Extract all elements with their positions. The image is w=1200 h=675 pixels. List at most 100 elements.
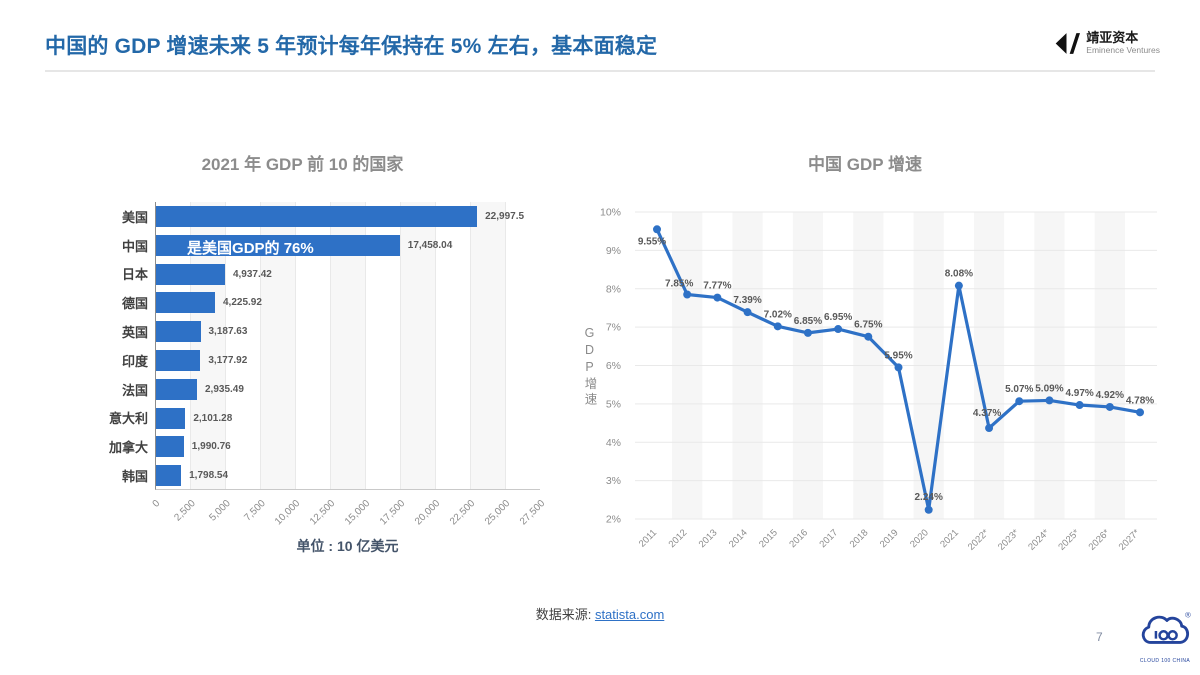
bar-category-label: 英国: [121, 325, 148, 341]
bar-category-label: 日本: [121, 267, 148, 283]
y-tick-label: 2%: [606, 514, 621, 526]
x-tick-label: 17,500: [378, 498, 408, 528]
gdp-bar: [156, 206, 478, 227]
header-divider: [45, 70, 1155, 72]
x-tick-label: 2015: [757, 527, 780, 550]
bar-value-label: 3,177.92: [208, 355, 248, 366]
bar-category-label: 意大利: [108, 411, 148, 427]
bar-value-label: 17,458.04: [407, 239, 453, 251]
x-tick-label: 2027*: [1117, 527, 1143, 553]
y-tick-label: 5%: [606, 398, 621, 410]
x-tick-label: 2019: [878, 527, 901, 550]
x-tick-label: 2013: [697, 527, 720, 550]
data-point: [1136, 408, 1144, 417]
company-name-en: Eminence Ventures: [1086, 45, 1160, 56]
data-point: [1105, 402, 1114, 411]
data-point-label: 5.09%: [1035, 383, 1063, 394]
bar-value-label: 4,937.42: [232, 268, 272, 280]
data-point-label: 4.37%: [973, 408, 1001, 419]
bar-category-label: 美国: [121, 209, 148, 225]
data-point-label: 7.39%: [733, 295, 761, 306]
data-point-label: 7.77%: [703, 281, 731, 292]
data-point-label: 4.97%: [1065, 388, 1093, 399]
bar-category-label: 中国: [121, 238, 148, 254]
data-source: 数据来源: statista.com: [0, 604, 1200, 623]
data-point-label: 7.85%: [665, 279, 693, 290]
bar-value-label: 2,101.28: [193, 412, 233, 424]
data-point: [1045, 396, 1054, 405]
data-point: [653, 225, 661, 234]
bar-value-label: 4,225.92: [223, 297, 262, 309]
data-point-label: 6.75%: [854, 320, 882, 331]
bar-chart-title: 2021 年 GDP 前 10 的国家: [201, 155, 404, 174]
data-point: [803, 328, 812, 337]
x-tick-label: 2016: [787, 527, 810, 550]
source-label: 数据来源:: [535, 607, 592, 622]
bar-annotation: 是美国GDP的 76%: [187, 239, 314, 257]
data-point: [864, 332, 873, 341]
data-point: [954, 281, 963, 290]
data-point-label: 9.55%: [638, 236, 666, 247]
y-axis-title: GDP增速: [582, 326, 597, 408]
eminence-ventures-logo: 靖亚资本 Eminence Ventures: [1053, 30, 1160, 57]
x-tick-label: 5,000: [207, 498, 233, 524]
bar-category-label: 德国: [121, 296, 148, 312]
registered-mark: ®: [1185, 611, 1191, 620]
bar-category-label: 法国: [121, 382, 148, 398]
gdp-bar: [156, 350, 201, 371]
data-point-label: 7.02%: [764, 309, 792, 320]
bar-plot-area: 22,997.5 17,458.04 是美国GDP的 76% 4,937.42 4,22…: [155, 202, 540, 490]
data-point-label: 5.95%: [884, 350, 912, 361]
x-tick-label: 2017: [818, 527, 841, 550]
line-chart-title: 中国 GDP 增速: [808, 155, 922, 174]
page-title: 中国的 GDP 增速未来 5 年预计每年保持在 5% 左右，基本面稳定: [45, 35, 658, 58]
x-tick-label: 2026*: [1087, 527, 1113, 553]
cloud-icon: ®: [1141, 611, 1191, 644]
x-tick-label: 22,500: [448, 498, 478, 528]
x-tick-label: 2018: [848, 527, 871, 550]
x-tick-label: 0: [151, 498, 163, 510]
data-point-label: 5.07%: [1005, 384, 1033, 395]
bar-value-label: 1,798.54: [189, 470, 229, 482]
company-name: 靖亚资本: [1086, 30, 1139, 46]
x-tick-label: 2,500: [172, 498, 198, 524]
x-tick-label: 12,500: [308, 498, 338, 528]
x-tick-label: 25,000: [483, 498, 513, 528]
x-tick-label: 10,000: [273, 498, 303, 528]
gdp-bar: [156, 321, 201, 343]
data-point: [713, 293, 722, 302]
gdp-bar: [156, 436, 184, 458]
gdp-bar: [156, 292, 215, 314]
gdp-bar: [156, 378, 197, 400]
data-point: [924, 505, 933, 514]
x-tick-label: 2011: [637, 527, 659, 549]
cloud-logo-caption: CLOUD 100 CHINA: [1139, 658, 1191, 664]
eminence-logo-icon: [1055, 33, 1081, 54]
gdp-bar-chart-panel: 2021 年 GDP 前 10 的国家 美国中国日本德国英国印度法国意大利加拿大…: [45, 138, 560, 578]
gdp-bar: [156, 407, 186, 429]
bar-chart-unit-note: 单位 : 10 亿美元: [296, 538, 399, 554]
bar-category-label: 加拿大: [108, 440, 148, 456]
gdp-bar: [156, 465, 182, 487]
bar-value-label: 3,187.63: [208, 326, 248, 338]
x-tick-label: 2024*: [1026, 527, 1052, 553]
y-tick-label: 7%: [606, 322, 621, 334]
x-tick-label: 2014: [727, 527, 750, 550]
data-point-label: 6.95%: [824, 312, 852, 323]
gdp-bar: [156, 263, 225, 285]
y-tick-label: 3%: [606, 475, 621, 487]
bar-value-label: 2,935.49: [204, 383, 244, 395]
data-point-label: 8.08%: [945, 269, 973, 280]
bar-category-label: 印度: [121, 353, 148, 369]
bar-value-label: 22,997.5: [485, 211, 525, 222]
x-tick-label: 2023*: [996, 527, 1022, 553]
data-point: [683, 290, 692, 299]
data-point: [1015, 397, 1024, 406]
data-point: [1075, 401, 1084, 410]
y-tick-label: 6%: [606, 360, 621, 372]
y-tick-label: 4%: [606, 437, 621, 449]
statista-link[interactable]: statista.com: [594, 607, 665, 622]
x-tick-label: 2025*: [1056, 527, 1082, 553]
data-point-label: 4.92%: [1096, 390, 1124, 401]
